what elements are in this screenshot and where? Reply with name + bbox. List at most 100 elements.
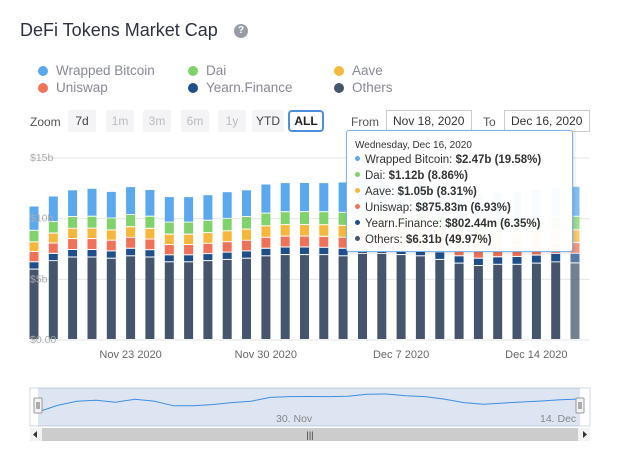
zoom-7d-button[interactable]: 7d bbox=[68, 110, 96, 132]
tooltip-row: Yearn.Finance: $802.44m (6.35%) bbox=[355, 218, 540, 230]
bar-segment bbox=[87, 239, 97, 249]
bar-segment bbox=[164, 255, 174, 262]
bar-segment bbox=[300, 183, 309, 212]
bar-segment bbox=[551, 262, 561, 339]
bar-segment bbox=[338, 248, 348, 256]
legend-label: Wrapped Bitcoin bbox=[56, 63, 155, 78]
bar-segment bbox=[29, 242, 39, 251]
legend-item-aave[interactable]: Aave bbox=[334, 63, 383, 78]
bar-segment bbox=[68, 228, 78, 238]
bar-segment bbox=[319, 225, 329, 236]
tooltip-series-value: $2.47b (19.58%) bbox=[455, 154, 542, 166]
bar-segment bbox=[242, 258, 251, 339]
bar-segment bbox=[261, 184, 271, 213]
bar-segment bbox=[203, 261, 213, 339]
bar-segment bbox=[222, 252, 232, 259]
bar-segment bbox=[338, 212, 348, 225]
bar-segment bbox=[242, 190, 251, 216]
bar-segment bbox=[531, 263, 541, 339]
legend-item-yearn-finance[interactable]: Yearn.Finance bbox=[188, 80, 293, 95]
zoom-all-button[interactable]: ALL bbox=[288, 110, 324, 132]
tooltip-series-name: Uniswap: bbox=[365, 202, 413, 214]
bar-segment bbox=[48, 243, 58, 253]
bar-segment bbox=[68, 239, 78, 249]
bar-segment bbox=[184, 197, 194, 222]
y-tick-label: $5b bbox=[30, 273, 48, 285]
navigator-frame bbox=[29, 387, 591, 427]
bar-segment bbox=[473, 266, 483, 339]
legend-item-wrapped-bitcoin[interactable]: Wrapped Bitcoin bbox=[38, 63, 155, 78]
bar-segment bbox=[280, 247, 290, 254]
bar-segment bbox=[29, 262, 39, 269]
zoom-3m-button[interactable]: 3m bbox=[143, 110, 171, 132]
scroll-left-arrow-icon[interactable] bbox=[33, 431, 37, 438]
bar-segment bbox=[106, 251, 116, 258]
legend-item-uniswap[interactable]: Uniswap bbox=[38, 80, 108, 95]
navigator-date-label: 14. Dec bbox=[540, 413, 576, 425]
legend-dot-icon bbox=[334, 83, 344, 93]
bar-segment bbox=[29, 269, 39, 339]
bar-segment bbox=[319, 183, 329, 212]
bar-segment bbox=[203, 243, 213, 254]
bar-segment bbox=[145, 239, 155, 250]
bar-segment bbox=[68, 257, 78, 339]
bar-segment bbox=[87, 250, 97, 257]
bar-segment bbox=[512, 264, 522, 339]
zoom-ytd-button[interactable]: YTD bbox=[252, 110, 284, 132]
bar-segment bbox=[415, 248, 425, 256]
series-dot-icon bbox=[355, 156, 360, 161]
series-dot-icon bbox=[355, 204, 360, 209]
bar-segment bbox=[203, 254, 213, 261]
bar-segment bbox=[106, 240, 116, 251]
scroll-right-arrow-icon[interactable] bbox=[583, 431, 587, 438]
bar-segment bbox=[48, 233, 58, 243]
legend-item-dai[interactable]: Dai bbox=[188, 63, 226, 78]
bar-segment bbox=[454, 256, 464, 263]
bar-segment bbox=[300, 225, 309, 236]
bar-segment bbox=[145, 216, 155, 228]
bar-segment bbox=[435, 252, 445, 259]
bar-segment bbox=[126, 215, 136, 227]
help-icon[interactable]: ? bbox=[234, 24, 248, 38]
legend-item-others[interactable]: Others bbox=[334, 80, 393, 95]
tooltip-date: Wednesday, Dec 16, 2020 bbox=[355, 140, 472, 151]
legend-label: Yearn.Finance bbox=[206, 80, 293, 95]
zoom-1y-button[interactable]: 1y bbox=[218, 110, 246, 132]
bar-segment bbox=[319, 212, 329, 225]
bar-segment bbox=[126, 237, 136, 248]
scrollbar-thumb[interactable] bbox=[42, 428, 578, 441]
bar-segment bbox=[338, 256, 348, 339]
bar-segment bbox=[145, 228, 155, 239]
zoom-1m-button[interactable]: 1m bbox=[106, 110, 134, 132]
bar-segment bbox=[184, 234, 194, 244]
legend-dot-icon bbox=[188, 83, 198, 93]
tooltip-series-value: $1.12b (8.86%) bbox=[388, 170, 468, 182]
navigator-handle-left[interactable] bbox=[33, 397, 43, 414]
bar-segment bbox=[87, 216, 97, 228]
bar-segment bbox=[164, 234, 174, 244]
x-tick-label: Dec 7 2020 bbox=[373, 349, 429, 361]
bar-segment bbox=[68, 217, 78, 228]
bar-segment bbox=[48, 253, 58, 261]
navigator-series-line bbox=[37, 393, 581, 413]
tooltip-row: Wrapped Bitcoin: $2.47b (19.58%) bbox=[355, 154, 541, 166]
zoom-label: Zoom bbox=[30, 115, 61, 129]
bar-segment bbox=[87, 228, 97, 238]
bar-segment bbox=[319, 247, 329, 255]
zoom-6m-button[interactable]: 6m bbox=[181, 110, 209, 132]
tooltip: Wednesday, Dec 16, 2020 Wrapped Bitcoin:… bbox=[346, 130, 573, 252]
bar-segment bbox=[473, 258, 483, 265]
bar-segment bbox=[261, 256, 271, 339]
tooltip-series-value: $875.83m (6.93%) bbox=[415, 202, 511, 214]
bar-segment bbox=[48, 261, 58, 339]
bar-segment bbox=[570, 253, 580, 263]
bar-segment bbox=[126, 227, 136, 237]
bar-segment bbox=[261, 248, 271, 256]
y-tick-label: $10b bbox=[30, 213, 54, 225]
navigator-handle-right[interactable] bbox=[575, 397, 585, 414]
bar-segment bbox=[570, 263, 580, 339]
bar-segment bbox=[377, 253, 387, 339]
bar-segment bbox=[222, 259, 232, 339]
bar-segment bbox=[106, 230, 116, 240]
bar-segment bbox=[242, 251, 251, 258]
